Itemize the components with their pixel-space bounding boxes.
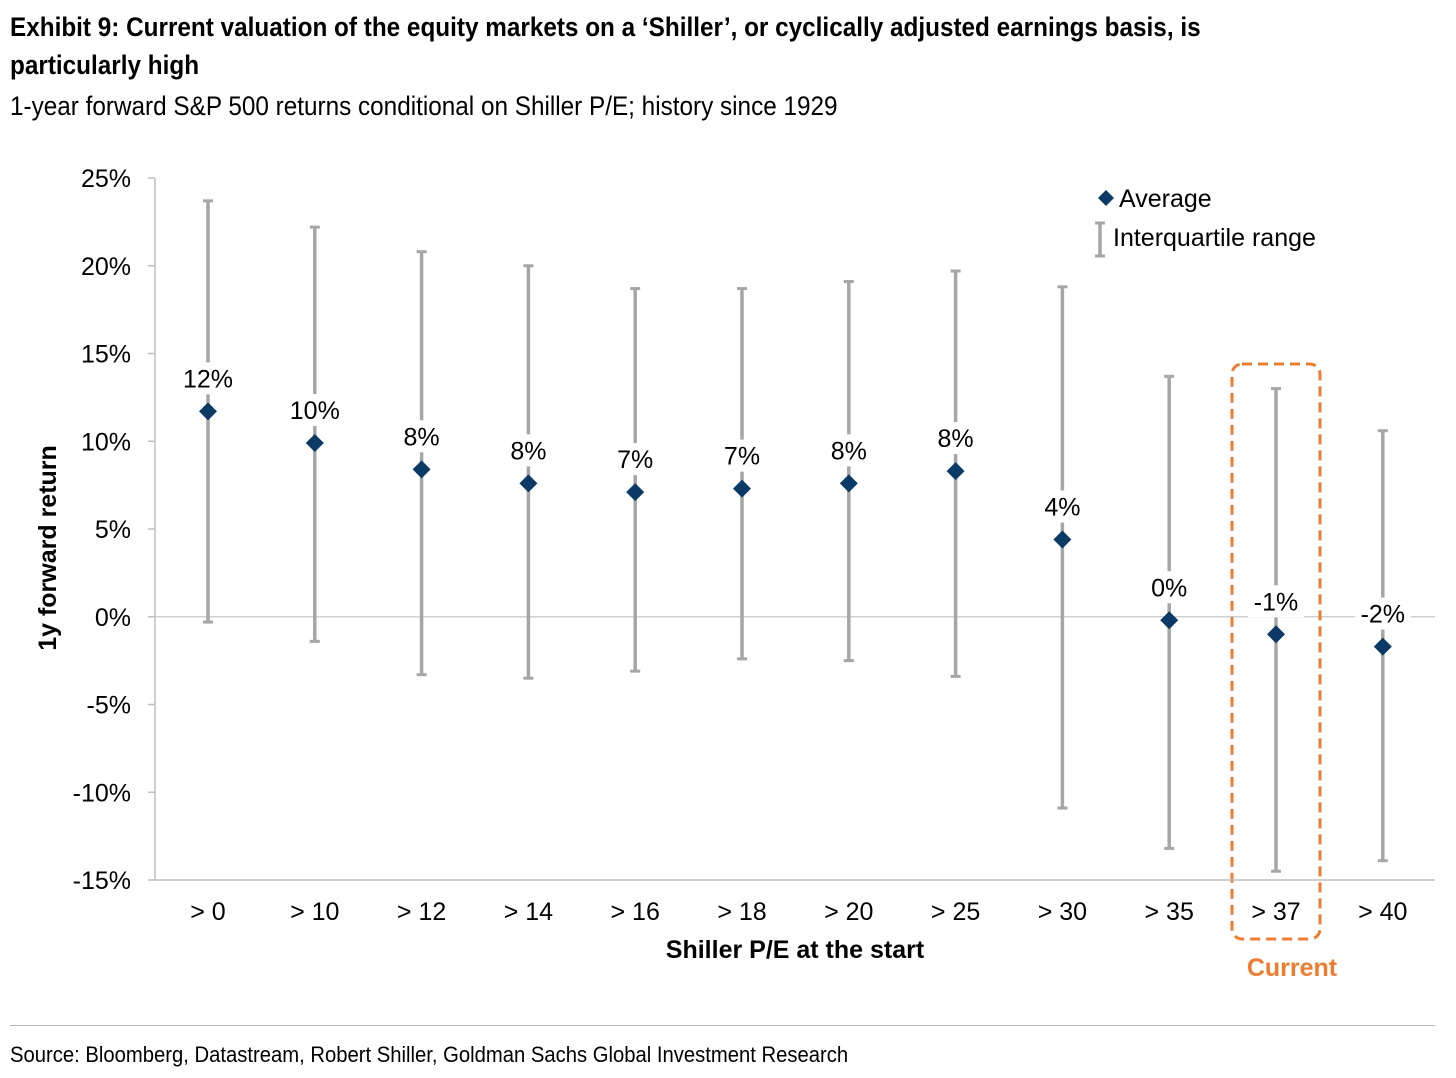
y-tick-label: 20%: [81, 253, 131, 281]
x-tick-label: > 37: [1251, 898, 1300, 926]
data-label-bg: [1141, 571, 1198, 604]
y-tick-label: 0%: [95, 604, 131, 632]
current-label: Current: [1247, 954, 1338, 982]
x-axis: > 0 > 10 > 12 > 14 > 16 > 18 > 20 > 25 > 30 > 35 >…: [155, 879, 1435, 926]
average-points: [199, 402, 1392, 656]
average-point: [519, 474, 538, 493]
highlight-box: Current: [1230, 362, 1338, 982]
data-label-bg: [714, 439, 770, 472]
data-label-bg: [607, 443, 664, 476]
data-label: 7%: [617, 446, 653, 474]
legend-item-average: Average: [1098, 185, 1212, 213]
data-label: 10%: [290, 397, 340, 425]
chart-subtitle: 1-year forward S&P 500 returns condition…: [10, 91, 838, 121]
x-tick-label: > 40: [1358, 898, 1407, 926]
y-tick-label: -10%: [73, 779, 131, 807]
data-label: 0%: [1151, 574, 1187, 602]
data-label: 8%: [938, 425, 974, 453]
x-tick-label: > 12: [397, 898, 446, 926]
data-label-bg: [393, 420, 450, 453]
average-point: [199, 402, 217, 421]
data-label-bg: [1248, 585, 1304, 618]
x-axis-title: Shiller P/E at the start: [666, 936, 925, 964]
x-tick-label: > 14: [504, 898, 553, 926]
interquartile-range-bar: [737, 287, 747, 661]
data-label: 8%: [510, 437, 546, 465]
interquartile-range-bar: [523, 264, 534, 680]
legend-range-label: Interquartile range: [1113, 224, 1316, 252]
chart-title: Exhibit 9: Current valuation of the equi…: [10, 12, 1201, 80]
data-label-bg: [500, 434, 557, 467]
data-label: 7%: [724, 443, 760, 471]
data-label: 8%: [831, 437, 867, 465]
average-point: [1053, 530, 1072, 549]
data-label: -1%: [1254, 588, 1298, 616]
legend: Average Interquartile range: [1095, 185, 1316, 258]
legend-average-marker: [1098, 190, 1114, 206]
y-tick-label: 10%: [81, 428, 131, 456]
average-point: [305, 434, 324, 453]
x-tick-label: > 0: [190, 898, 225, 926]
y-tick-label: -15%: [73, 867, 131, 895]
average-point: [1373, 637, 1392, 656]
interquartile-ranges: [203, 199, 1388, 873]
x-tick-label: > 16: [611, 898, 660, 926]
chart: 25%20%15%10%5%0%-5%-10%-15% Current 12%1…: [34, 165, 1435, 982]
y-tick-label: 15%: [81, 341, 131, 369]
legend-item-interquartile-range: Interquartile range: [1095, 221, 1316, 258]
data-label-bg: [286, 394, 343, 427]
average-point: [946, 462, 965, 481]
footer-divider: [10, 1025, 1435, 1026]
y-axis: 25% 20% 15% 10% 5% 0% -5% -10% -15%: [73, 165, 156, 895]
average-point: [1267, 625, 1285, 644]
data-label: 8%: [404, 423, 440, 451]
x-tick-label: > 20: [824, 898, 873, 926]
average-point: [733, 479, 751, 498]
average-point: [412, 460, 431, 479]
data-label-bg: [820, 434, 877, 467]
average-point: [839, 474, 858, 493]
x-tick-label: > 10: [290, 898, 339, 926]
x-tick-label: > 30: [1038, 898, 1087, 926]
data-label: 12%: [183, 365, 233, 393]
y-axis-title: 1y forward return: [34, 445, 62, 651]
y-tick-label: 5%: [95, 516, 131, 544]
average-point: [626, 483, 645, 502]
legend-average-label: Average: [1119, 185, 1212, 213]
interquartile-range-bar: [630, 287, 641, 673]
x-tick-label: > 35: [1145, 898, 1194, 926]
data-label-bg: [927, 422, 984, 455]
y-tick-label: -5%: [87, 692, 131, 720]
data-labels: 12% 10% 8% 8% 7% 7% 8% 8% 4% 0% -1% -2%: [180, 362, 1411, 630]
interquartile-range-bar: [843, 280, 854, 663]
data-label: -2%: [1361, 601, 1405, 629]
data-label: 4%: [1044, 494, 1080, 522]
x-tick-label: > 18: [717, 898, 766, 926]
data-label-bg: [1034, 490, 1091, 523]
current-highlight-rect: [1230, 362, 1322, 941]
data-label-bg: [1354, 597, 1411, 630]
x-tick-label: > 25: [931, 898, 980, 926]
data-label-bg: [180, 362, 236, 395]
source-note: Source: Bloomberg, Datastream, Robert Sh…: [10, 1042, 849, 1067]
y-tick-label: 25%: [81, 165, 131, 193]
average-point: [1160, 611, 1179, 630]
